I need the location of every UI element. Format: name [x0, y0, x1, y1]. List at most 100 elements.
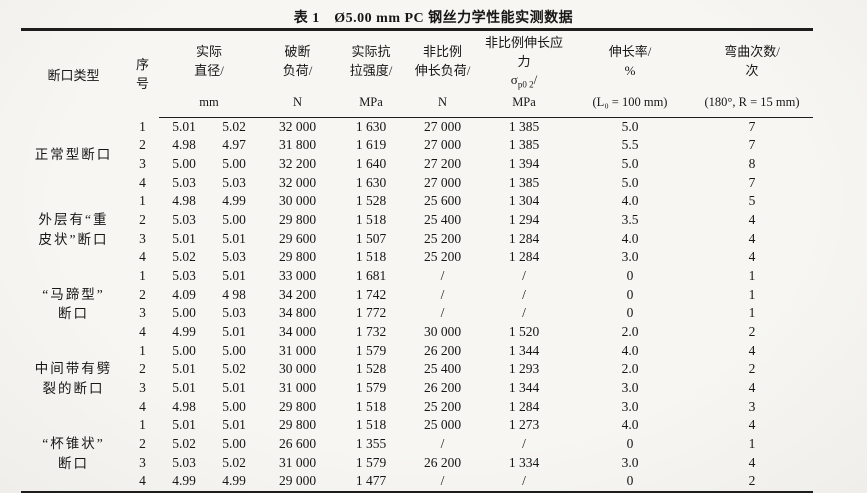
table-row: 2 5.01 5.02 30 000 1 528 25 400 1 293 2.0 2	[21, 360, 813, 379]
table-row: “马蹄型” 断口 1 5.03 5.01 33 000 1 681 / / 0 1	[21, 267, 813, 321]
table-cell: /	[440, 305, 445, 321]
unit-bending: (180°, R = 15 mm)	[691, 91, 813, 118]
header-serial: 序 号	[135, 56, 149, 91]
table-row: 4 5.02 5.03 29 800 1 518 25 200 1 284 3.0 4	[21, 248, 813, 267]
table-cell: 4.99	[222, 193, 246, 209]
table-cell: 8	[748, 156, 756, 172]
unit-tensile-strength: MPa	[336, 91, 406, 118]
table-cell: 5.00	[172, 342, 196, 358]
table-cell: 0	[626, 305, 634, 321]
table-cell: 5.02	[172, 435, 196, 451]
header-nonprop-stress-text: 非比例伸长应力	[484, 35, 563, 69]
fracture-type-label: 外层有“重 皮状”断口	[38, 212, 109, 247]
table-cell: 5.01	[222, 324, 246, 339]
table-cell: 27 200	[423, 156, 462, 172]
table-cell: 4	[139, 324, 146, 339]
table-cell: 25 200	[423, 230, 462, 246]
table-cell: 4	[748, 342, 756, 358]
table-row: 2 4.09 4 98 34 200 1 742 / / 0 1	[21, 286, 813, 305]
table-cell: 2	[139, 137, 146, 153]
table-cell: 29 800	[278, 212, 317, 228]
fracture-type-label: “杯锥状” 断口	[42, 436, 105, 471]
table-cell: 4	[748, 417, 756, 433]
table-cell: /	[522, 305, 526, 321]
table-cell: 27 000	[423, 174, 462, 190]
table-cell: 2	[748, 473, 756, 489]
table-cell: 5.00	[172, 305, 196, 321]
header-breaking-load: 破断 负荷/	[282, 43, 313, 78]
table-cell: 26 600	[278, 435, 317, 451]
table-cell: 5.00	[222, 435, 246, 451]
table-cell: 0	[626, 268, 634, 284]
table-cell: 25 200	[423, 249, 462, 265]
table-cell: 4.0	[621, 230, 639, 246]
table-cell: 5.00	[222, 156, 246, 172]
table-cell: 2	[139, 361, 146, 377]
table-row: 3 5.01 5.01 29 600 1 507 25 200 1 284 4.0 4	[21, 230, 813, 249]
table-cell: 5.03	[172, 454, 196, 470]
table-cell: 5.01	[172, 379, 196, 395]
table-cell: 31 000	[278, 379, 317, 395]
table-cell: 25 400	[423, 212, 462, 228]
table-cell: 1	[748, 268, 756, 284]
table-cell: 1	[139, 193, 146, 209]
table-cell: /	[522, 473, 526, 489]
table-row: 3 5.01 5.01 31 000 1 579 26 200 1 344 3.0 4	[21, 379, 813, 398]
unit-breaking-load: N	[259, 91, 336, 118]
table-cell: 34 200	[278, 286, 317, 302]
table-cell: 4.98	[172, 398, 196, 414]
table-cell: 25 000	[423, 417, 462, 433]
table-cell: 5.00	[222, 398, 246, 414]
table-row: 4 4.99 4.99 29 000 1 477 / / 0 2	[21, 472, 813, 492]
table-cell: /	[440, 268, 445, 284]
table-cell: 34 800	[278, 305, 317, 321]
table-cell: 1 394	[508, 156, 540, 172]
table-row: 3 5.00 5.00 32 200 1 640 27 200 1 394 5.0 8	[21, 155, 813, 174]
table-cell: 29 000	[278, 473, 317, 489]
header-nonprop-load: 非比例 伸长负荷/	[414, 43, 471, 78]
table-cell: 7	[748, 137, 756, 153]
table-cell: 3	[139, 379, 146, 395]
table-cell: 1 284	[508, 230, 540, 246]
table-row: 4 5.03 5.03 32 000 1 630 27 000 1 385 5.0 7	[21, 174, 813, 193]
table-cell: 32 200	[278, 156, 317, 172]
header-diameter: 实际 直径/	[194, 43, 224, 78]
table-cell: 26 200	[423, 454, 462, 470]
table-cell: 27 000	[423, 118, 462, 134]
table-cell: 27 000	[423, 137, 462, 153]
table-cell: 1 477	[355, 473, 387, 489]
table-cell: 3	[139, 305, 146, 321]
table-cell: 1	[748, 305, 756, 321]
table-cell: 1 630	[355, 174, 387, 190]
table-cell: /	[440, 435, 445, 451]
table-cell: 4 98	[222, 286, 246, 302]
table-cell: 30 000	[423, 324, 462, 339]
table-cell: 26 200	[423, 342, 462, 358]
table-cell: 5.03	[222, 305, 246, 321]
table-cell: 4.97	[222, 137, 246, 153]
table-cell: 5.01	[172, 118, 196, 134]
table-cell: 1 518	[355, 398, 387, 414]
table-cell: 5.00	[222, 212, 246, 228]
table-cell: 1 518	[355, 212, 387, 228]
unit-diameter: mm	[159, 91, 259, 118]
table-cell: 2	[748, 324, 756, 339]
table-cell: 4.99	[172, 473, 196, 489]
table-cell: 5.01	[222, 268, 246, 284]
table-cell: 1 772	[355, 305, 387, 321]
table-cell: 1 284	[508, 249, 540, 265]
table-cell: 4.0	[621, 417, 639, 433]
table-cell: 7	[748, 174, 756, 190]
table-cell: 4.99	[172, 324, 196, 339]
table-cell: 5.00	[222, 342, 246, 358]
table-cell: 1 518	[355, 249, 387, 265]
table-cell: 3	[139, 454, 146, 470]
table-cell: 2	[748, 361, 756, 377]
table-cell: 1 385	[508, 174, 540, 190]
table-cell: 1 294	[508, 212, 540, 228]
table-cell: 1	[139, 417, 146, 433]
table-cell: 4	[748, 379, 756, 395]
table-cell: 1 732	[355, 324, 387, 339]
table-cell: 1 681	[355, 268, 387, 284]
table-cell: 29 800	[278, 249, 317, 265]
